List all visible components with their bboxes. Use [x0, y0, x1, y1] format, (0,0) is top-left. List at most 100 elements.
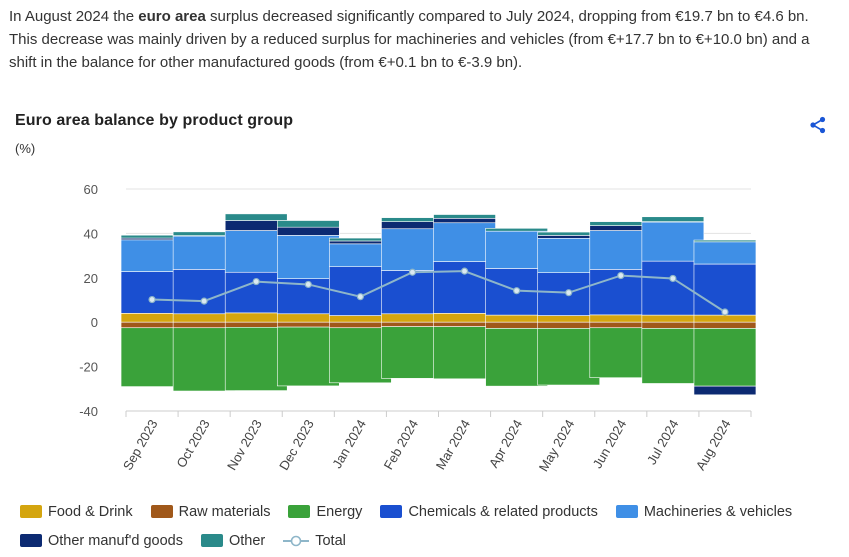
legend-swatch [380, 505, 403, 518]
x-tick-label: Aug 2024 [693, 417, 734, 473]
legend-label: Other [228, 532, 266, 549]
total-point[interactable] [669, 274, 677, 283]
intro-bold: euro area [138, 8, 206, 25]
legend-item[interactable]: Machineries & vehicles [615, 503, 793, 520]
total-point[interactable] [721, 308, 729, 316]
y-tick-label: 60 [84, 182, 98, 197]
bar-segment[interactable] [120, 327, 184, 387]
bar-segment[interactable] [172, 235, 236, 270]
legend-item[interactable]: Total [283, 533, 346, 549]
bar-segment[interactable] [485, 328, 548, 387]
total-point[interactable] [200, 297, 208, 305]
bar-segment[interactable] [693, 314, 757, 323]
legend-label: Chemicals & related products [408, 503, 598, 520]
legend: Food & Drink Raw materials Energy Chemicals… [20, 497, 840, 555]
bar-segment[interactable] [224, 230, 288, 273]
legend-item[interactable]: Food & Drink [20, 504, 133, 520]
bar-segment[interactable] [641, 260, 705, 316]
bar-segment[interactable] [537, 328, 601, 386]
bar-segment[interactable] [276, 226, 340, 236]
x-tick-label: Jun 2024 [590, 417, 630, 471]
legend-row: Food & Drink Raw materials Energy Chemicals… [20, 497, 840, 526]
bar-segment[interactable] [693, 239, 757, 243]
bar-segment[interactable] [537, 237, 601, 273]
legend-swatch [20, 534, 42, 547]
legend-swatch [283, 534, 310, 548]
bar-segment[interactable] [381, 326, 444, 379]
bar-segment[interactable] [224, 327, 288, 391]
x-tick-label: Nov 2023 [224, 417, 265, 473]
chart-title: Euro area balance by product group [15, 112, 294, 129]
bar-segment[interactable] [433, 214, 496, 219]
bar-segment[interactable] [120, 239, 184, 272]
bar-segment[interactable] [433, 326, 496, 380]
y-axis-unit: (%) [15, 141, 36, 156]
x-tick-label: Dec 2023 [276, 417, 317, 473]
bar-segment[interactable] [120, 271, 184, 314]
legend-label: Energy [316, 503, 363, 520]
legend-label: Other manuf'd goods [48, 532, 183, 549]
legend-item[interactable]: Other manuf'd goods [20, 533, 183, 549]
legend-label: Food & Drink [48, 503, 133, 520]
legend-swatch [200, 534, 223, 547]
legend-item[interactable]: Other [200, 532, 266, 549]
chart-canvas: -40 -20 0 20 40 60 Sep 2023 Oct 2023 Nov 2023 Dec… [79, 182, 757, 474]
legend-label: Machineries & vehicles [643, 503, 793, 520]
x-tick-label: Jul 2024 [644, 417, 682, 467]
total-point[interactable] [148, 295, 156, 304]
legend-item[interactable]: Raw materials [150, 503, 271, 520]
x-tick-label: May 2024 [536, 417, 578, 474]
bar-segment[interactable] [433, 222, 496, 262]
bar-segment[interactable] [329, 327, 392, 384]
legend-label: Total [315, 532, 346, 549]
total-point[interactable] [356, 293, 364, 301]
x-tick-label: Mar 2024 [433, 417, 473, 472]
share-icon[interactable] [808, 115, 828, 135]
bar-segment[interactable] [276, 326, 340, 387]
legend-swatch [150, 505, 173, 518]
legend-row: Other manuf'd goods Other Total [20, 526, 840, 555]
legend-swatch [615, 505, 638, 518]
bar-segment[interactable] [693, 385, 757, 396]
bar-segment[interactable] [693, 328, 757, 387]
bar-segment[interactable] [693, 263, 757, 316]
bar-segment[interactable] [485, 227, 548, 232]
total-point[interactable] [617, 271, 625, 280]
x-tick-label: Oct 2023 [173, 417, 212, 470]
x-tick-label: Feb 2024 [381, 417, 421, 472]
bar-segment[interactable] [172, 269, 236, 315]
bar-segment[interactable] [224, 213, 288, 221]
bar-segment[interactable] [641, 328, 705, 384]
total-line [152, 270, 726, 313]
total-point[interactable] [460, 267, 469, 275]
bar-segment[interactable] [172, 327, 236, 392]
legend-swatch [288, 505, 311, 518]
bar-segment[interactable] [276, 220, 340, 228]
total-point[interactable] [513, 287, 521, 295]
total-point[interactable] [408, 268, 417, 276]
intro-paragraph: In August 2024 the euro area surplus dec… [9, 5, 839, 74]
y-tick-label: 40 [84, 226, 98, 241]
y-tick-label: 20 [84, 271, 98, 286]
legend-swatch [20, 505, 42, 518]
legend-label: Raw materials [178, 503, 271, 520]
y-tick-label: -40 [79, 404, 98, 419]
bar-segment[interactable] [589, 327, 653, 379]
x-tick-label: Sep 2023 [120, 417, 161, 473]
y-tick-label: 0 [91, 315, 98, 330]
y-tick-label: -20 [79, 360, 98, 375]
legend-item[interactable]: Energy [288, 504, 362, 520]
bar-segment[interactable] [641, 216, 705, 222]
bar-segment[interactable] [381, 270, 444, 315]
x-tick-label: Jan 2024 [329, 417, 369, 471]
intro-text-2: surplus decreased significantly compared… [9, 8, 810, 71]
total-point[interactable] [252, 277, 260, 286]
bar-segment[interactable] [433, 218, 496, 224]
bar-segment[interactable] [693, 241, 757, 265]
x-tick-label: Apr 2024 [486, 417, 525, 470]
intro-text-1: In August 2024 the [9, 8, 139, 25]
bar-segment[interactable] [693, 321, 757, 329]
total-point[interactable] [304, 280, 312, 289]
legend-item[interactable]: Chemicals & related products [380, 503, 598, 520]
total-point[interactable] [565, 289, 573, 297]
